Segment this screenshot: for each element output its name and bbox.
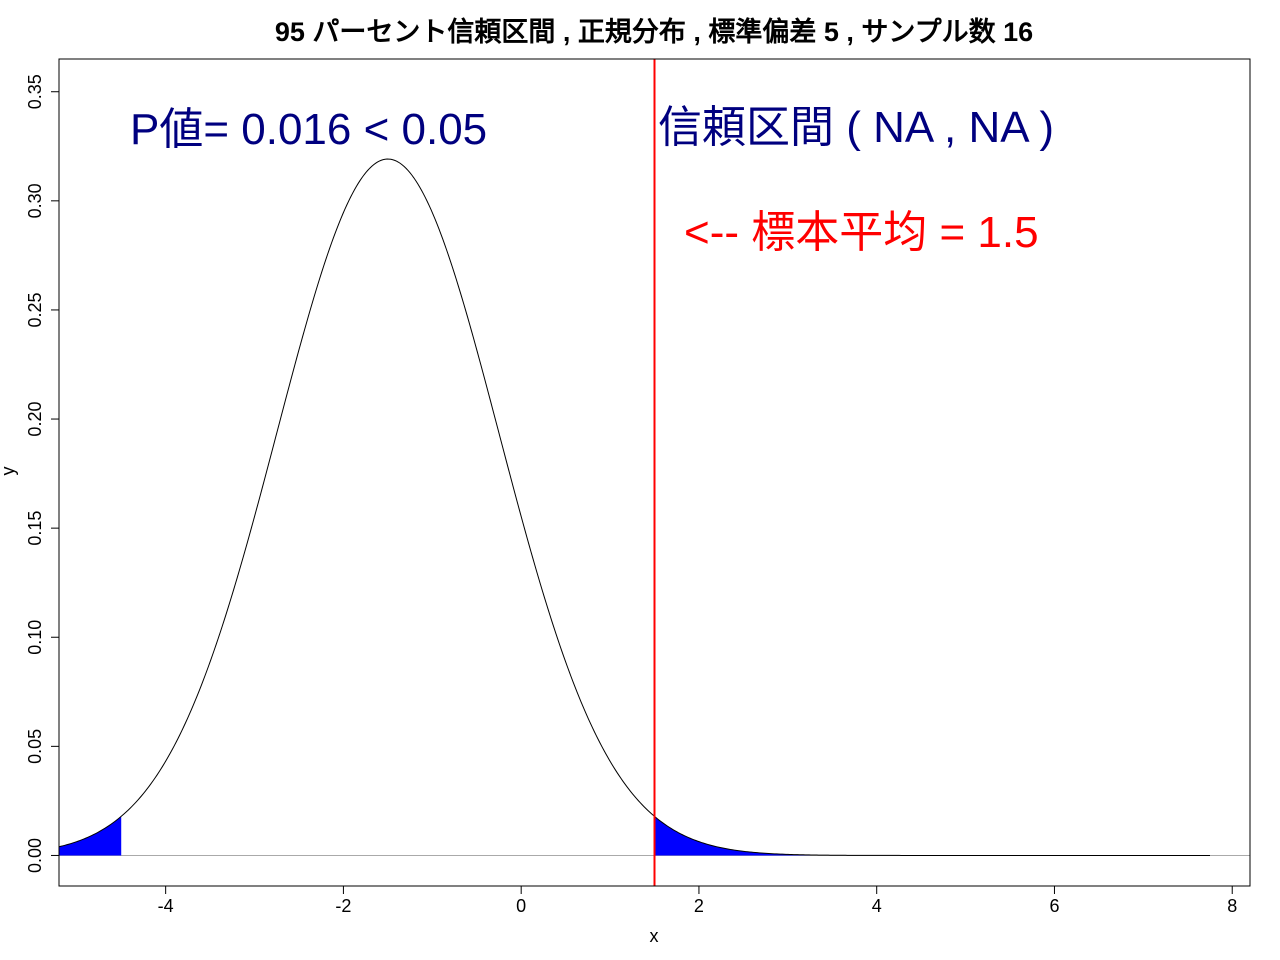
plot-area [58,59,1250,886]
y-tick-label: 0.35 [25,74,45,109]
y-tick-label: 0.30 [25,183,45,218]
chart-title: 95 パーセント信頼区間 , 正規分布 , 標準偏差 5 , サンプル数 16 [275,16,1033,47]
x-tick-label: -2 [335,896,351,916]
shaded-region-right-tail [654,816,1210,856]
y-axis-label: y [0,467,18,476]
y-axis: 0.00 0.05 0.10 0.15 0.20 0.25 0.30 0.35 [25,74,59,873]
density-curve [58,158,1210,856]
y-tick-label: 0.15 [25,511,45,546]
y-tick-label: 0.20 [25,402,45,437]
x-axis-label: x [650,926,659,946]
x-tick-label: 0 [516,896,526,916]
x-axis: -4 -2 0 2 4 6 8 [158,886,1237,916]
x-tick-label: -4 [158,896,174,916]
x-tick-label: 4 [872,896,882,916]
confidence-interval-annotation: 信頼区間 ( NA , NA ) [658,103,1054,152]
y-tick-label: 0.00 [25,838,45,873]
y-tick-label: 0.05 [25,729,45,764]
shaded-region-left-tail [59,816,122,856]
y-tick-label: 0.10 [25,620,45,655]
x-tick-label: 8 [1227,896,1237,916]
p-value-annotation: P値= 0.016 < 0.05 [130,105,487,154]
x-tick-label: 2 [694,896,704,916]
x-tick-label: 6 [1049,896,1059,916]
plot-frame [58,58,1251,887]
sample-mean-annotation: <-- 標本平均 = 1.5 [684,208,1039,257]
y-tick-label: 0.25 [25,292,45,327]
